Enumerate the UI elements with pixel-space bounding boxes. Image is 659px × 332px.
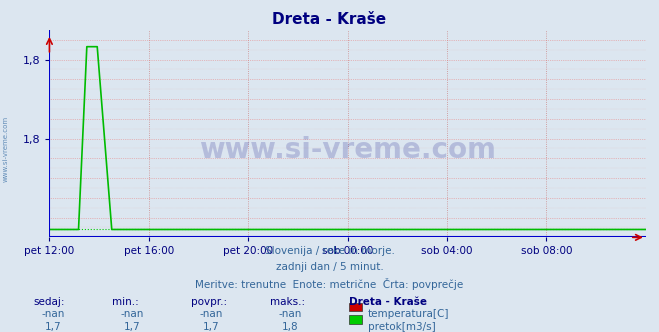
Text: www.si-vreme.com: www.si-vreme.com	[199, 136, 496, 164]
Text: 1,7: 1,7	[123, 322, 140, 332]
Text: sedaj:: sedaj:	[33, 297, 65, 307]
Text: 1,7: 1,7	[44, 322, 61, 332]
Text: -nan: -nan	[278, 309, 302, 319]
Text: min.:: min.:	[112, 297, 139, 307]
Text: 1,7: 1,7	[202, 322, 219, 332]
Text: Dreta - Kraše: Dreta - Kraše	[272, 12, 387, 27]
Text: temperatura[C]: temperatura[C]	[368, 309, 449, 319]
Text: zadnji dan / 5 minut.: zadnji dan / 5 minut.	[275, 262, 384, 272]
Text: 1,8: 1,8	[281, 322, 299, 332]
Text: www.si-vreme.com: www.si-vreme.com	[2, 116, 9, 183]
Text: povpr.:: povpr.:	[191, 297, 227, 307]
Text: -nan: -nan	[41, 309, 65, 319]
Text: -nan: -nan	[120, 309, 144, 319]
Text: maks.:: maks.:	[270, 297, 305, 307]
Text: pretok[m3/s]: pretok[m3/s]	[368, 322, 436, 332]
Text: -nan: -nan	[199, 309, 223, 319]
Text: Slovenija / reke in morje.: Slovenija / reke in morje.	[264, 246, 395, 256]
Text: Dreta - Kraše: Dreta - Kraše	[349, 297, 427, 307]
Text: Meritve: trenutne  Enote: metrične  Črta: povprečje: Meritve: trenutne Enote: metrične Črta: …	[195, 278, 464, 290]
